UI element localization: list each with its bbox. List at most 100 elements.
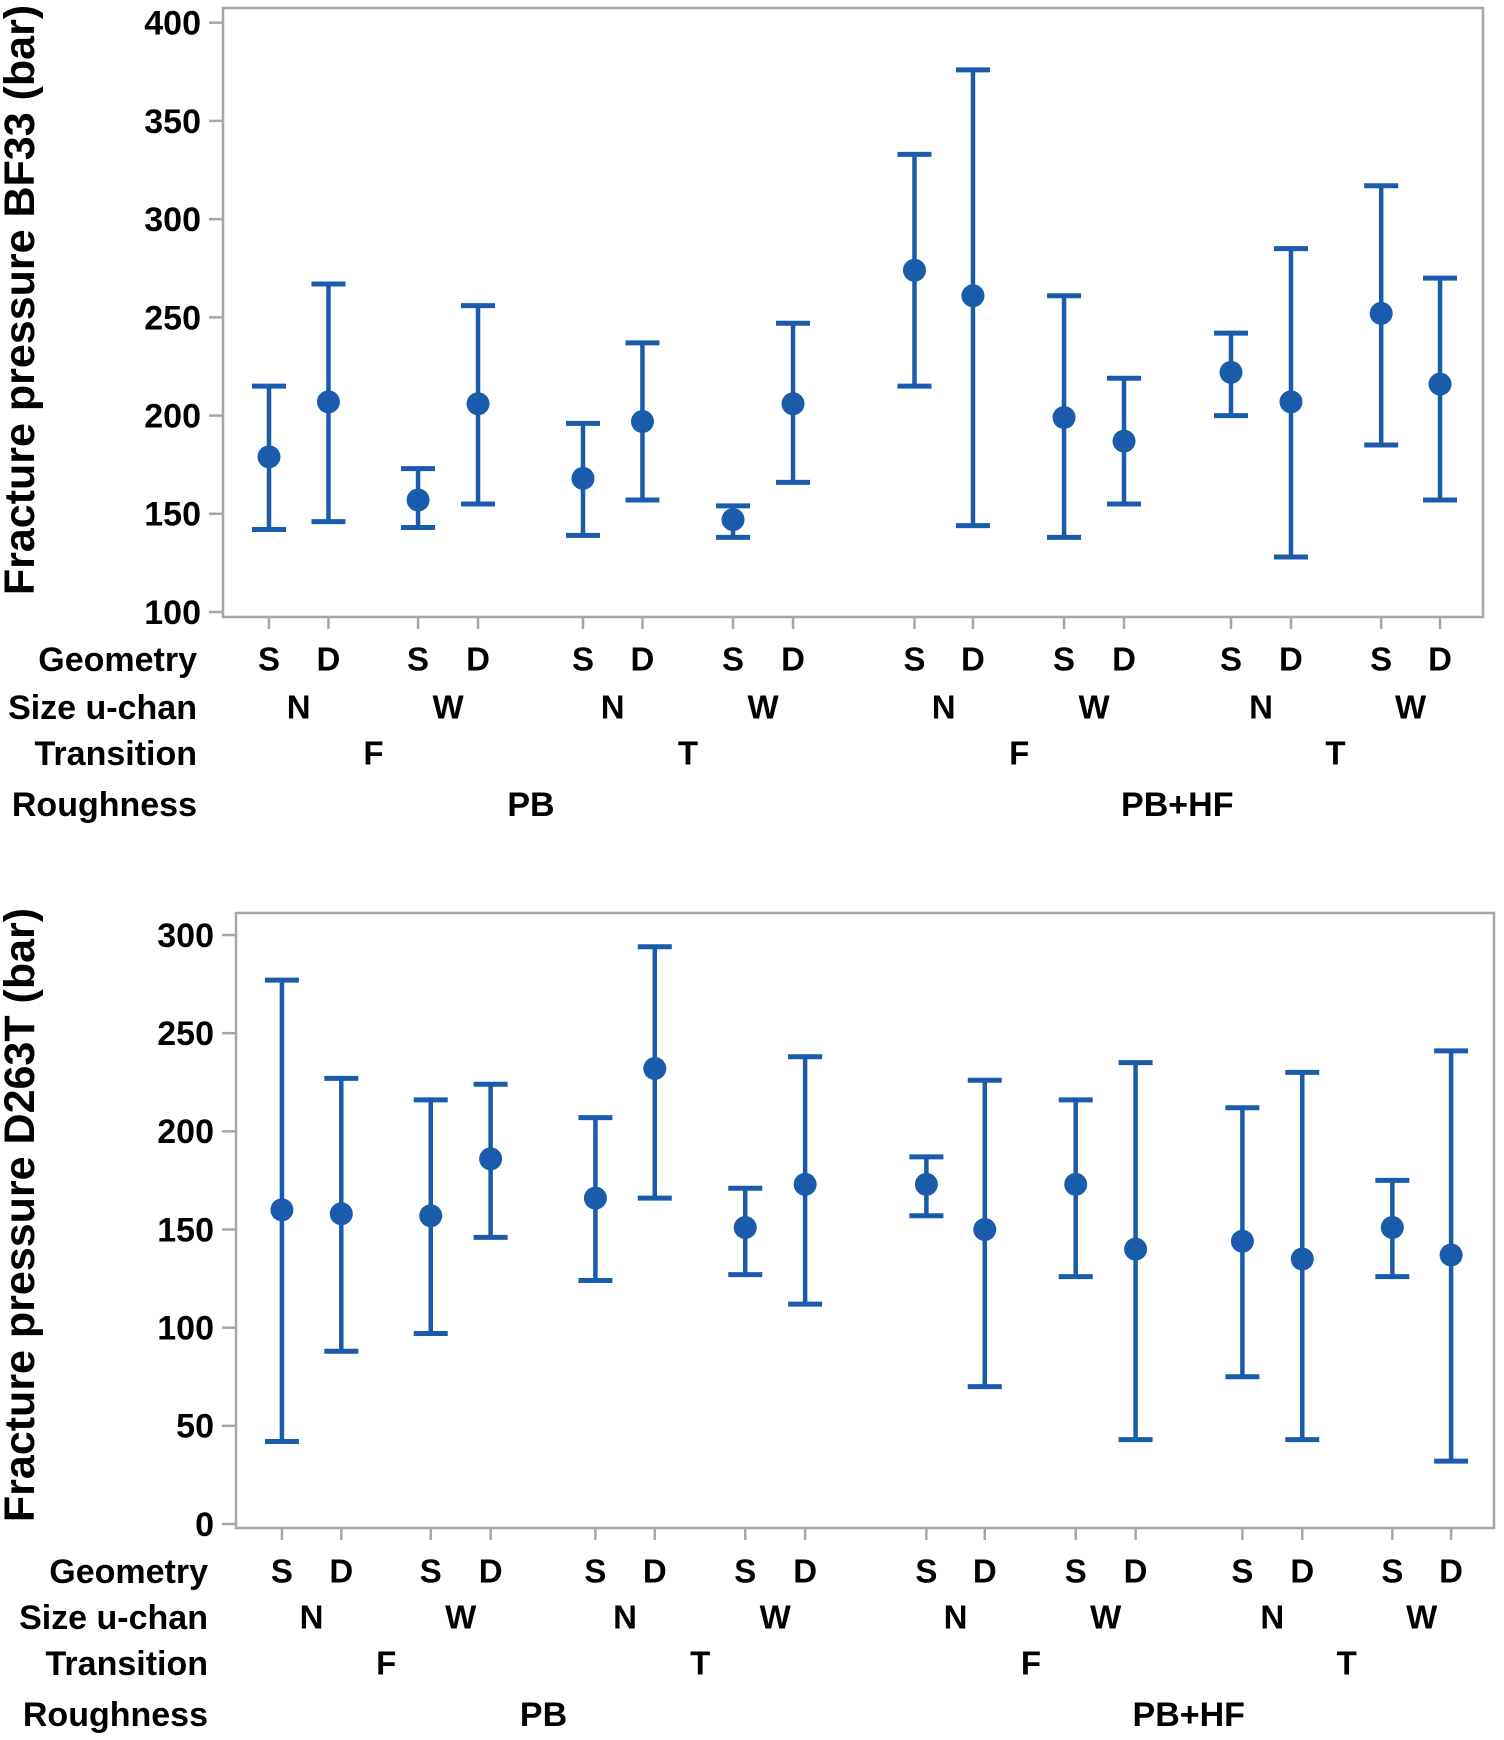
geometry-tick-label: S [1231,1553,1253,1590]
size-tick-label: N [1260,1599,1284,1636]
mean-marker [316,390,340,414]
interval-point [461,303,496,507]
y-tick-label: 400 [144,5,201,43]
interval-point [1214,330,1248,419]
size-tick-label: W [432,689,464,726]
factor-row-label: Size u-chan [8,689,197,727]
y-tick-label: 350 [144,103,201,141]
mean-marker [781,392,805,416]
geometry-tick-label: S [915,1553,937,1590]
factor-row-label: Geometry [49,1553,208,1591]
mean-marker [257,445,281,469]
y-tick-label: 300 [144,201,201,239]
mean-marker [1124,1237,1148,1261]
interval-point [1047,293,1082,540]
y-tick-label: 200 [157,1113,214,1151]
interval-point [1058,1097,1093,1280]
geometry-tick-label: S [258,641,280,678]
geometry-tick-label: D [466,641,490,678]
interval-point [1375,1177,1410,1280]
geometry-tick-label: D [973,1553,997,1590]
interval-point [1285,1069,1320,1443]
geometry-tick-label: S [1053,641,1075,678]
interval-point [1434,1048,1469,1464]
mean-marker [1369,301,1393,325]
geometry-tick-label: D [781,641,805,678]
mean-marker [329,1202,353,1226]
interval-point [967,1077,1002,1390]
mean-marker [733,1216,757,1240]
interval-point [625,340,660,503]
mean-marker [961,284,985,308]
y-tick-label: 250 [157,1015,214,1053]
mean-marker [643,1057,667,1081]
y-tick-label: 300 [157,917,214,955]
geometry-tick-label: D [643,1553,667,1590]
interval-point [401,466,436,531]
mean-marker [466,392,490,416]
factor-row-label: Roughness [23,1696,208,1734]
size-tick-label: N [287,689,311,726]
interval-point [716,503,751,540]
size-tick-label: W [760,1599,792,1636]
interval-point [897,151,932,389]
geometry-tick-label: D [793,1553,817,1590]
mean-marker [1279,390,1303,414]
size-tick-label: W [1090,1599,1122,1636]
mean-marker [914,1172,938,1196]
interval-point [909,1154,944,1219]
geometry-tick-label: S [722,641,744,678]
mean-marker [1230,1229,1254,1253]
geometry-tick-label: S [420,1553,442,1590]
transition-tick-label: F [363,735,383,772]
geometry-tick-label: D [961,641,985,678]
factor-row-label: Geometry [38,641,197,679]
size-tick-label: W [1395,689,1427,726]
size-tick-label: W [1406,1599,1438,1636]
interval-point [788,1054,823,1307]
mean-marker [1380,1216,1404,1240]
interval-point [776,320,811,485]
geometry-tick-label: D [631,641,655,678]
interval-point [565,420,600,538]
plot-border [234,911,1496,1530]
size-tick-label: N [613,1599,637,1636]
size-tick-label: N [932,689,956,726]
y-tick-label: 150 [144,496,201,534]
interval-point [1225,1105,1260,1380]
size-tick-label: N [300,1599,324,1636]
transition-tick-label: F [1009,735,1029,772]
transition-tick-label: T [1337,1645,1357,1682]
geometry-tick-label: S [407,641,429,678]
geometry-tick-label: S [734,1553,756,1590]
size-tick-label: W [747,689,779,726]
mean-marker [583,1186,607,1210]
geometry-tick-label: D [1290,1553,1314,1590]
mean-marker [419,1204,443,1228]
y-tick-label: 200 [144,397,201,435]
mean-marker [1052,406,1076,430]
mean-marker [1428,372,1452,396]
mean-marker [270,1198,294,1222]
interval-point [324,1075,359,1354]
geometry-tick-label: S [1381,1553,1403,1590]
geometry-tick-label: S [271,1553,293,1590]
y-tick-label: 100 [144,594,201,632]
factor-row-label: Roughness [12,786,197,824]
mean-marker [902,258,926,282]
size-tick-label: N [944,1599,968,1636]
y-tick-label: 0 [195,1506,214,1544]
interval-plot-bf33: 400 350 300 250 200 150 100 Geometry Size u-chan… [0,5,1485,824]
factor-row-label: Size u-chan [19,1599,208,1637]
mean-marker [793,1172,817,1196]
geometry-tick-label: D [1124,1553,1148,1590]
interval-point [1107,375,1142,507]
plot-border [221,6,1485,619]
interval-point [311,281,346,525]
y-axis-title: Fracture pressure D263T (bar) [0,908,44,1522]
interval-point [955,67,990,529]
interval-point [1273,246,1308,560]
y-tick-label: 100 [157,1310,214,1348]
interval-point [413,1097,448,1337]
